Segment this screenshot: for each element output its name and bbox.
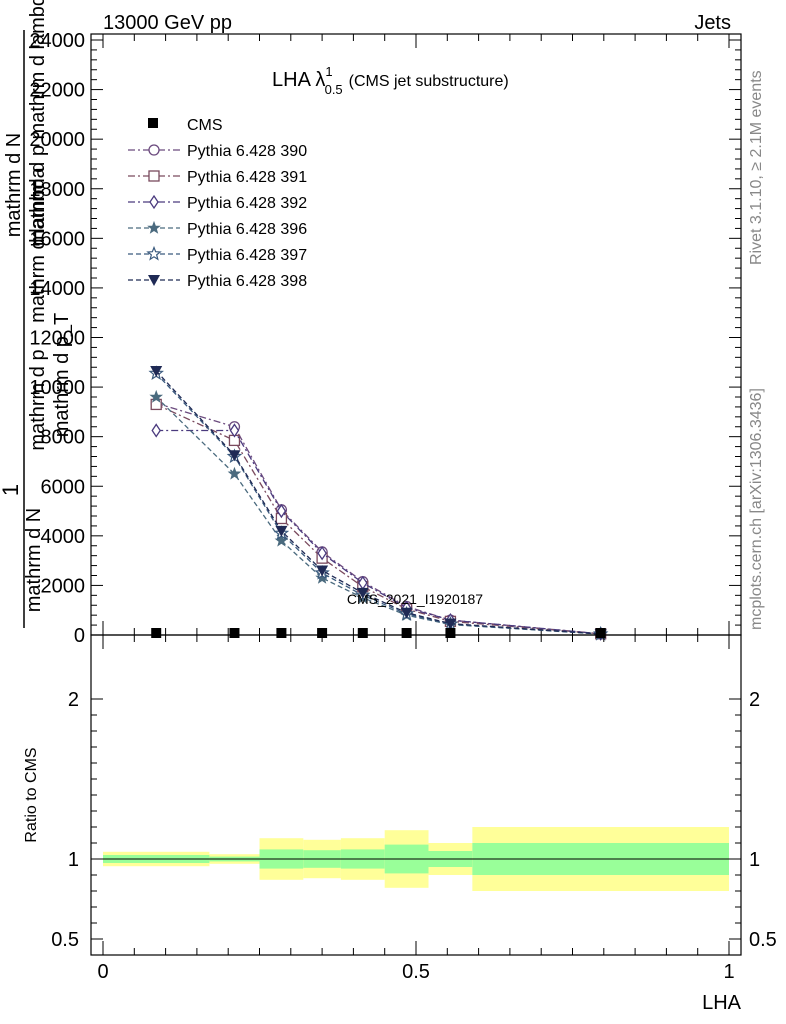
y-label-line-1: 1: [0, 484, 23, 496]
series-marker: [229, 423, 240, 438]
cms-data-point: [357, 628, 368, 638]
series-marker: [276, 503, 287, 519]
legend-label: Pythia 6.428 398: [187, 273, 307, 290]
legend: CMS Pythia 6.428 390 Pythia 6.428 391 Pyth…: [128, 117, 307, 290]
series-marker: [316, 565, 329, 577]
ratio-frame: [90, 634, 742, 956]
y-label-line-7: mathrm d p_T: [51, 313, 73, 437]
cms-data-point: [151, 628, 162, 638]
y-label-line-4: mathrm d N: [23, 508, 45, 612]
ratio-y-tick-label-right: 0.5: [749, 929, 777, 951]
title-sub: 0.5: [325, 82, 343, 97]
title-main: LHA λ: [272, 69, 325, 91]
ratio-y-tick-labels: 0.5 0.5 1 1 2 2: [51, 689, 777, 951]
ratio-ticks: [91, 635, 741, 955]
cms-data-point: [595, 628, 606, 638]
series-marker: [148, 275, 160, 286]
y-tick-label: 2000: [41, 575, 86, 597]
ratio-y-tick-label: 2: [68, 689, 79, 711]
cms-data-point: [229, 628, 240, 638]
x-axis-label: LHA: [702, 992, 742, 1014]
series-marker: [356, 587, 369, 599]
y-tick-label: 0: [74, 625, 85, 647]
series-marker: [444, 618, 457, 630]
series-marker: [228, 450, 241, 462]
y-tick-label: 16000: [29, 228, 85, 250]
y-label-line-2: mathrm d N: [3, 133, 25, 237]
series-marker: [400, 607, 413, 619]
y-tick-label: 4000: [41, 526, 86, 548]
main-y-tick-labels: 0 2000 4000 6000 8000 10000 12000 14000 16000 180…: [29, 30, 85, 647]
series-marker: [227, 466, 242, 480]
series-marker: [151, 423, 161, 438]
legend-label: Pythia 6.428 397: [187, 247, 307, 264]
x-tick-label: 1: [723, 961, 734, 983]
watermark: CMS_2021_I1920187: [347, 591, 483, 607]
y-tick-label: 12000: [29, 328, 85, 350]
series-marker: [148, 144, 160, 156]
series-marker: [149, 194, 159, 210]
cms-data-points: [151, 628, 606, 638]
legend-label: Pythia 6.428 396: [187, 221, 307, 238]
series-line-2: [156, 429, 601, 635]
cms-data-point: [276, 628, 287, 638]
series-line-5: [155, 370, 601, 635]
series-marker: [150, 365, 163, 377]
title-suffix: (CMS jet substructure): [349, 73, 509, 90]
series-marker: [149, 389, 164, 403]
y-tick-label: 20000: [29, 129, 85, 151]
cms-data-point: [445, 628, 456, 638]
y-tick-label: 22000: [29, 80, 85, 102]
svg-text:LHA λ10.5(CMS jet substructure: LHA λ1 0.5 (CMS jet substructure): [272, 64, 509, 97]
y-label-line-3: mathrm d p mathrm d lambda: [27, 0, 49, 246]
ratio-y-tick-label: 1: [68, 849, 79, 871]
series-marker: [147, 220, 161, 234]
y-tick-label: 24000: [29, 30, 85, 52]
x-tick-label: 0: [97, 961, 108, 983]
y-tick-label: 6000: [41, 476, 86, 498]
series-marker: [317, 546, 327, 561]
series-line-0: [156, 402, 601, 635]
y-tick-label: 14000: [29, 278, 85, 300]
side-mcplots: mcplots.cern.ch [arXiv:1306.3436]: [748, 388, 765, 630]
ratio-y-tick-label-right: 2: [749, 689, 760, 711]
side-rivet: Rivet 3.1.10, ≥ 2.1M events: [748, 70, 765, 265]
series-marker: [275, 525, 288, 537]
title-sup: 1: [325, 64, 332, 79]
ratio-plot: 0.5 0.51 12 2 0 0.5 1 Ratio to CMS LHA: [23, 634, 777, 1014]
main-plot: 0 2000 4000 6000 8000 10000 12000 14000 16000 180…: [29, 30, 742, 647]
cms-data-point: [317, 628, 328, 638]
y-tick-label: 18000: [29, 179, 85, 201]
cms-data-point: [401, 628, 412, 638]
series-marker: [146, 245, 162, 261]
main-y-axis-label: 1 mathrm d N mathrm d p mathrm d lambda …: [0, 0, 73, 628]
legend-label: Pythia 6.428 392: [187, 195, 307, 212]
x-tick-labels: 0 0.5 1: [97, 961, 734, 983]
legend-cms-marker: [148, 118, 158, 128]
ratio-y-tick-label: 0.5: [51, 929, 79, 951]
y-tick-label: 8000: [41, 427, 86, 449]
legend-label: Pythia 6.428 390: [187, 143, 307, 160]
y-label-line-5: mathrm d p: [27, 349, 49, 450]
legend-cms-label: CMS: [187, 117, 223, 134]
y-tick-label: 10000: [29, 377, 85, 399]
ratio-y-tick-label-right: 1: [749, 849, 760, 871]
series-marker: [148, 170, 160, 182]
ratio-y-axis-label: Ratio to CMS: [23, 747, 40, 842]
series-line-1: [155, 403, 601, 635]
x-tick-label: 0.5: [402, 961, 430, 983]
legend-label: Pythia 6.428 391: [187, 169, 307, 186]
y-label-line-6: mathrm d lambda: [27, 166, 49, 322]
header-left: 13000 GeV pp: [103, 12, 232, 34]
header-right: Jets: [694, 12, 731, 34]
plot-title: LHA λ1 0.5 (CMS jet substructure): [272, 64, 509, 97]
